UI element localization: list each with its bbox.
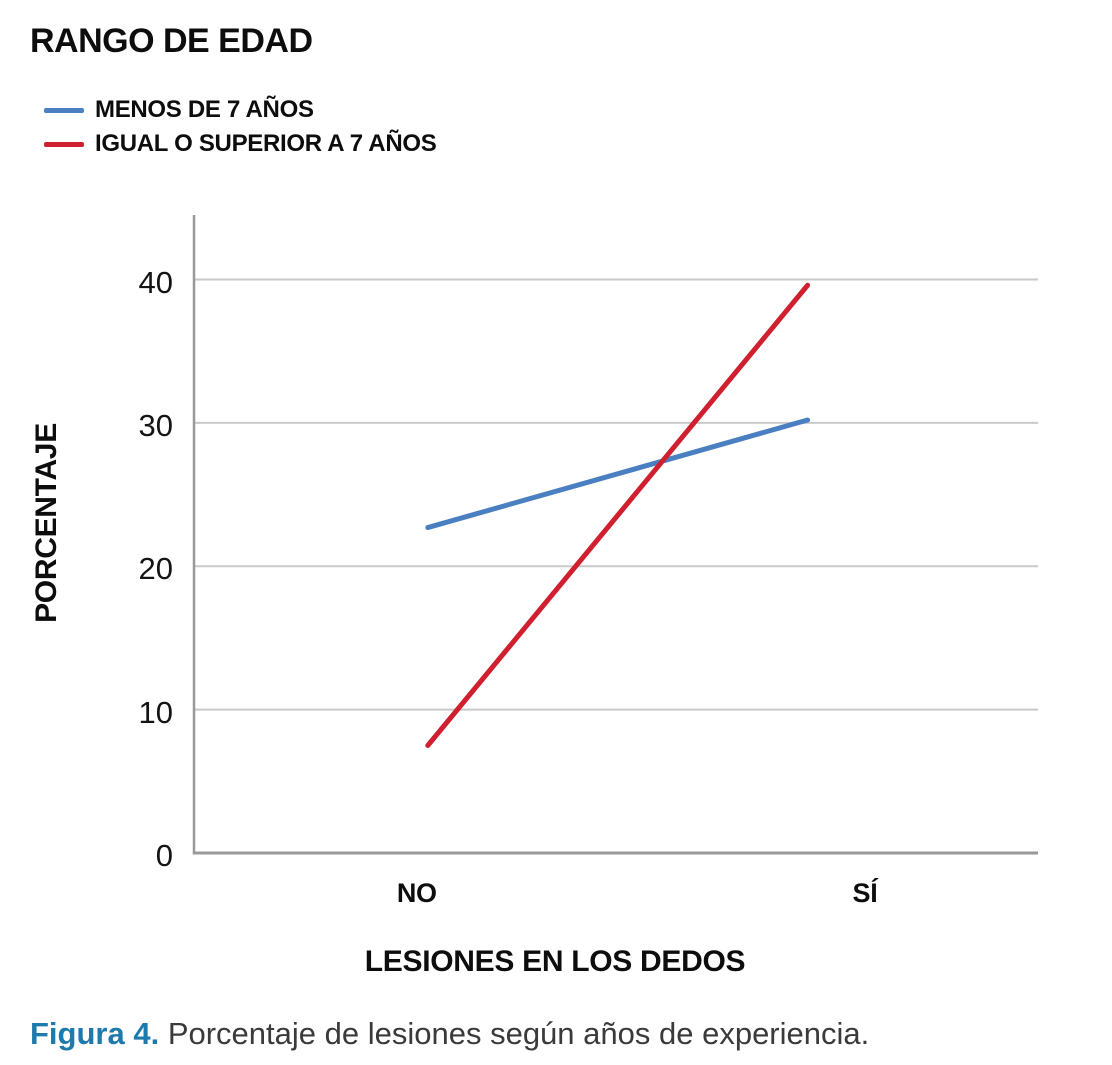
x-axis-title: LESIONES EN LOS DEDOS xyxy=(364,945,746,978)
y-tick-label: 10 xyxy=(138,694,173,730)
figure-caption-number: Figura 4. xyxy=(30,1016,160,1051)
y-tick-label: 30 xyxy=(138,407,173,443)
figure-caption: Figura 4. Porcentaje de lesiones según a… xyxy=(30,1016,869,1052)
chart-legend: RANGO DE EDAD MENOS DE 7 AÑOS IGUAL O SU… xyxy=(30,22,437,161)
series-line xyxy=(425,282,811,748)
legend-items: MENOS DE 7 AÑOS IGUAL O SUPERIOR A 7 AÑO… xyxy=(30,93,437,161)
legend-item-menos-de-7: MENOS DE 7 AÑOS xyxy=(30,93,436,127)
y-tick-label: 40 xyxy=(138,264,173,300)
y-tick-label: 20 xyxy=(138,551,173,587)
x-category-label: NO xyxy=(396,878,437,908)
legend-item-igual-o-superior: IGUAL O SUPERIOR A 7 AÑOS xyxy=(30,127,437,161)
figure-caption-text: Porcentaje de lesiones según años de exp… xyxy=(159,1016,870,1051)
red-line-swatch-icon xyxy=(44,141,84,147)
blue-line-swatch-icon xyxy=(44,107,84,113)
legend-title: RANGO DE EDAD xyxy=(30,22,313,60)
y-axis-title: PORCENTAJE xyxy=(30,423,63,623)
legend-item-label: MENOS DE 7 AÑOS xyxy=(95,96,314,123)
x-category-label: SÍ xyxy=(852,878,878,908)
legend-item-label: IGUAL O SUPERIOR A 7 AÑOS xyxy=(95,130,437,157)
y-tick-label: 0 xyxy=(155,838,173,873)
series-line xyxy=(425,417,811,531)
